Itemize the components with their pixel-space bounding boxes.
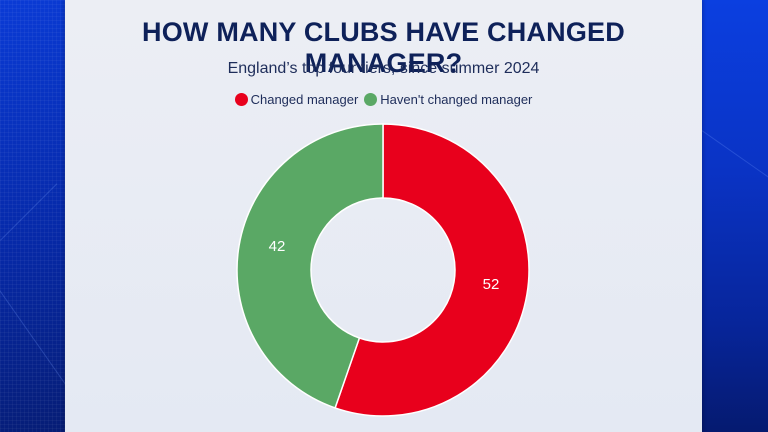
slice-not-changed[interactable] [236, 123, 384, 409]
donut-chart: 52 42 [236, 123, 530, 417]
legend-label: Changed manager [250, 92, 359, 107]
chart-panel: HOW MANY CLUBS HAVE CHANGED MANAGER? Eng… [65, 0, 702, 432]
chart-title: HOW MANY CLUBS HAVE CHANGED MANAGER? [142, 17, 625, 78]
legend-swatch-red-icon [234, 93, 248, 106]
legend-item-not-changed[interactable]: Haven't changed manager [364, 92, 532, 107]
legend-label: Haven't changed manager [380, 92, 533, 107]
slice-label-changed: 52 [483, 276, 500, 293]
chart-legend: Changed manager Haven't changed manager [65, 92, 702, 107]
slice-label-not-changed: 42 [269, 238, 286, 255]
background-right-band [702, 0, 768, 432]
chart-subtitle: England’s top four tiers, since summer 2… [227, 60, 540, 77]
legend-item-changed[interactable]: Changed manager [234, 92, 359, 107]
legend-swatch-green-icon [364, 93, 378, 106]
